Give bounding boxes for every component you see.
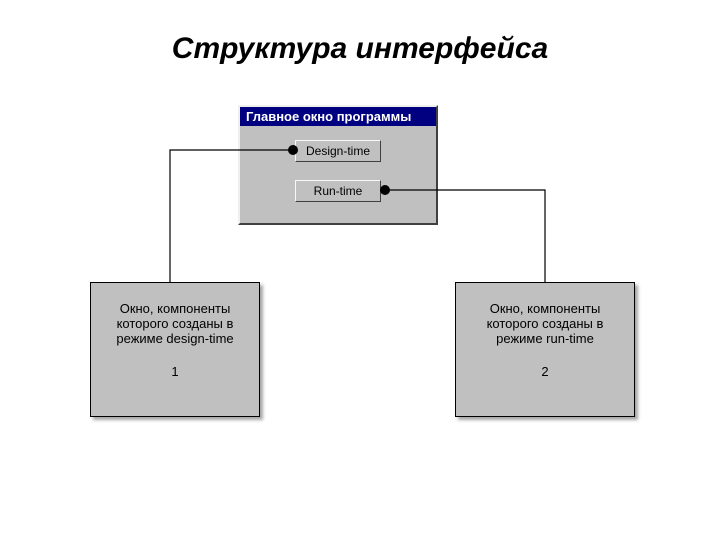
window-titlebar: Главное окно программы	[240, 107, 436, 126]
run-time-button[interactable]: Run-time	[295, 180, 381, 202]
design-time-button[interactable]: Design-time	[295, 140, 381, 162]
box-number: 1	[101, 364, 249, 379]
result-box-1: Окно, компоненты которого созданы в режи…	[90, 282, 260, 417]
box-number: 2	[466, 364, 624, 379]
box-text: Окно, компоненты которого созданы в режи…	[101, 301, 249, 346]
result-box-2: Окно, компоненты которого созданы в режи…	[455, 282, 635, 417]
box-text: Окно, компоненты которого созданы в режи…	[466, 301, 624, 346]
page-title: Структура интерфейса	[0, 32, 720, 66]
main-window: Главное окно программы Design-time Run-ti…	[238, 105, 438, 225]
connectors-layer	[0, 0, 720, 540]
window-body: Design-time Run-time	[240, 126, 436, 222]
